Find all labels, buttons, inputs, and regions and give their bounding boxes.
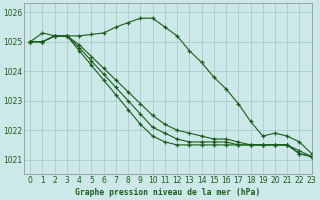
X-axis label: Graphe pression niveau de la mer (hPa): Graphe pression niveau de la mer (hPa) [75, 188, 260, 197]
